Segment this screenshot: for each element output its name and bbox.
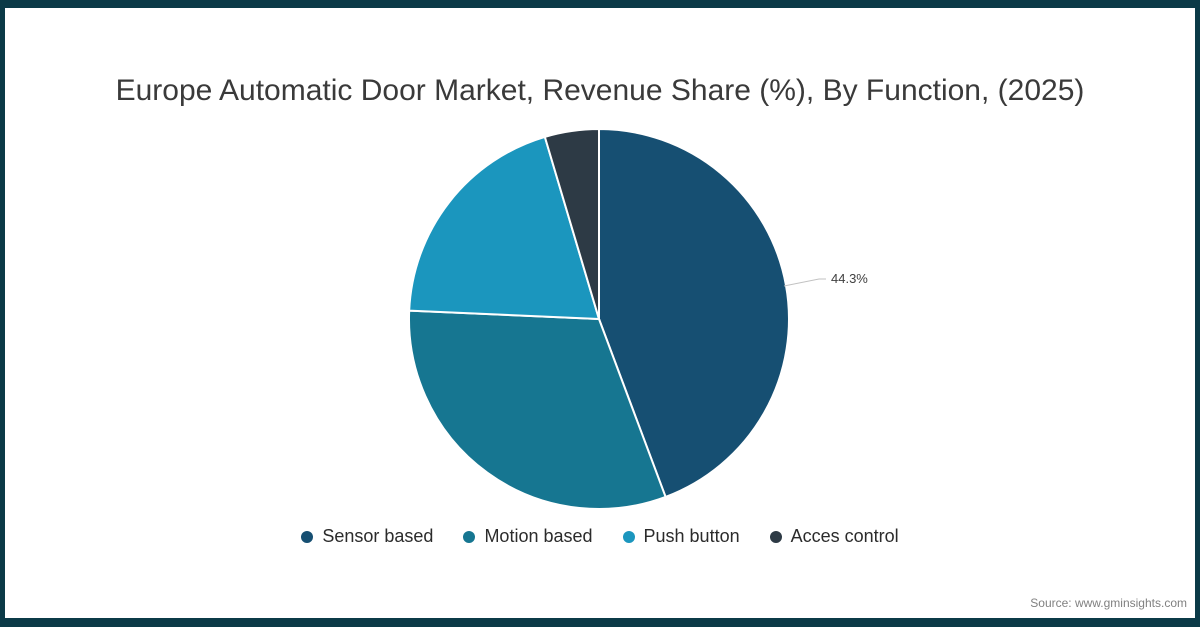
pie-slice-acces-control[interactable] [543, 128, 600, 320]
chart-title: Europe Automatic Door Market, Revenue Sh… [115, 74, 1085, 107]
pie-chart [408, 128, 826, 510]
legend-dot-icon [463, 530, 476, 543]
source-note: Source: www.gminsights.com [1030, 596, 1187, 610]
legend-label: Push button [643, 526, 740, 546]
legend-label: Motion based [484, 526, 593, 546]
legend-item-sensor-based[interactable]: Sensor based [301, 526, 433, 547]
leader-line [783, 278, 826, 287]
legend-dot-icon [301, 530, 314, 543]
legend-item-acces-control[interactable]: Acces control [769, 526, 899, 547]
legend-dot-icon [622, 530, 635, 543]
legend-item-push-button[interactable]: Push button [622, 526, 740, 547]
legend-item-motion-based[interactable]: Motion based [463, 526, 593, 547]
legend-label: Sensor based [322, 526, 434, 546]
pie-slice-motion-based[interactable] [408, 309, 667, 510]
legend-label: Acces control [790, 526, 899, 546]
legend-dot-icon [769, 530, 782, 543]
legend: Sensor based Motion based Push button Ac… [5, 526, 1195, 547]
pie-slice-push-button[interactable] [408, 135, 600, 320]
slice-value-label: 44.3% [831, 271, 868, 286]
